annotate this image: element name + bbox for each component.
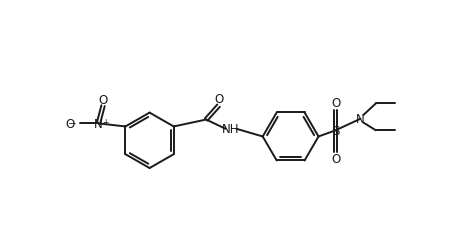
Text: −: − [68, 118, 77, 128]
Text: N: N [356, 113, 365, 126]
Text: O: O [331, 153, 340, 165]
Text: NH: NH [221, 123, 239, 136]
Text: O: O [99, 94, 108, 106]
Text: +: + [102, 118, 109, 127]
Text: N: N [94, 117, 103, 130]
Text: S: S [332, 124, 339, 137]
Text: O: O [65, 117, 74, 130]
Text: O: O [331, 97, 340, 110]
Text: O: O [214, 93, 223, 106]
